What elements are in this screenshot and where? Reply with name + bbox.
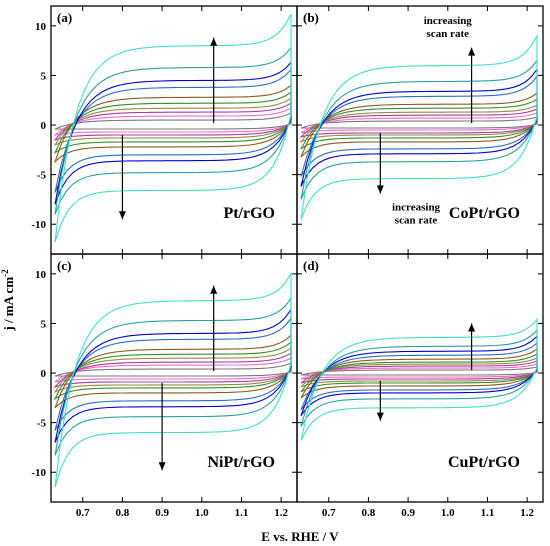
y-tick-label: -5: [37, 418, 47, 430]
y-axis-title: j / mA cm-2: [0, 269, 16, 332]
arrow-down-head: [158, 462, 166, 471]
panel-letter: (b): [303, 10, 319, 25]
arrow-up-head: [468, 47, 476, 56]
panel-letter: (a): [57, 10, 72, 25]
panel-title: NiPt/rGO: [207, 454, 275, 471]
panel-letter: (c): [57, 258, 71, 273]
x-tick-label: 1.2: [274, 507, 288, 519]
annotation-line: scan rate: [427, 28, 470, 40]
x-tick-label: 1.2: [520, 507, 534, 519]
cv-loop: [54, 271, 292, 488]
y-tick-label: 5: [41, 70, 47, 82]
panel-letter: (d): [303, 258, 319, 273]
arrow-down-head: [376, 185, 384, 194]
panel-title: Pt/rGO: [223, 205, 275, 222]
panel-title: CuPt/rGO: [448, 454, 520, 471]
x-tick-label: 1.0: [195, 507, 209, 519]
x-tick-label: 0.8: [116, 507, 130, 519]
annotation-line: increasing: [392, 201, 441, 213]
panel-frame: [296, 253, 544, 503]
annotation-text: increasing scan rate: [392, 201, 441, 226]
x-tick-label: 0.8: [362, 507, 376, 519]
y-tick-label: -10: [31, 467, 46, 479]
annotation-line: scan rate: [395, 214, 438, 226]
annotation-line: increasing: [424, 15, 473, 27]
x-tick-label: 0.7: [322, 507, 336, 519]
cv-loop: [54, 13, 292, 243]
cv-curves: [53, 271, 292, 488]
y-tick-label: -5: [37, 170, 47, 182]
y-axis-title-main: j / mA cm: [1, 277, 16, 332]
x-tick-label: 1.1: [481, 507, 495, 519]
y-tick-label: -10: [31, 219, 46, 231]
cv-curves: [53, 13, 292, 243]
x-tick-label: 1.0: [441, 507, 455, 519]
y-tick-label: 0: [41, 120, 47, 132]
y-tick-label: 10: [35, 269, 47, 281]
x-tick-label: 0.9: [401, 507, 415, 519]
y-axis-title-superscript: -2: [0, 269, 10, 277]
x-tick-label: 0.7: [76, 507, 90, 519]
arrow-down-head: [376, 412, 384, 421]
arrow-up-head: [468, 323, 476, 332]
x-axis-title: E vs. RHE / V: [261, 529, 339, 544]
annotation-text: increasing scan rate: [424, 15, 473, 40]
y-tick-label: 5: [41, 318, 47, 330]
arrow-up-head: [210, 285, 218, 294]
panel-title: CoPt/rGO: [449, 205, 520, 222]
arrow-down-head: [118, 211, 126, 220]
y-tick-label: 10: [35, 21, 47, 33]
y-tick-label: 0: [41, 368, 47, 380]
arrow-up-head: [210, 37, 218, 46]
x-tick-label: 0.9: [155, 507, 169, 519]
x-tick-label: 1.1: [235, 507, 249, 519]
